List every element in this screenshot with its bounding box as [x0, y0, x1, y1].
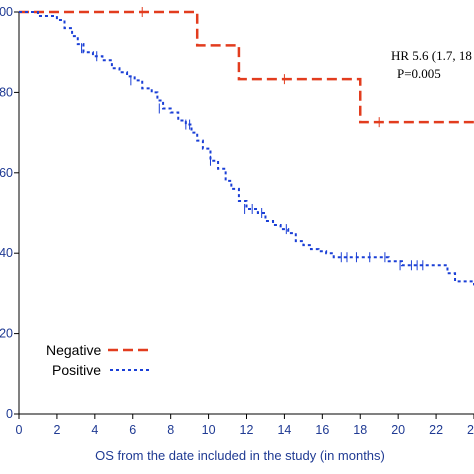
y-tick-labels: 0 20 40 60 80 100	[0, 5, 13, 421]
x-tick-label: 10	[202, 423, 216, 437]
x-tick-label: 12	[240, 423, 254, 437]
x-tick-label: 24	[467, 423, 474, 437]
y-tick-label: 40	[0, 246, 13, 260]
x-tick-label: 8	[167, 423, 174, 437]
x-tick-labels: 024681012141618202224	[16, 423, 474, 437]
series-lines	[19, 10, 474, 286]
x-tick-label: 14	[277, 423, 291, 437]
y-tick-label: 20	[0, 327, 13, 341]
series-line-negative	[19, 10, 474, 124]
y-tick-label: 60	[0, 166, 13, 180]
series-line-positive	[19, 11, 474, 286]
hr-annotation: HR 5.6 (1.7, 18	[391, 48, 472, 63]
legend-label-positive: Positive	[52, 362, 101, 378]
tick-marks	[14, 11, 474, 419]
p-value-annotation: P=0.005	[397, 66, 441, 81]
x-tick-label: 22	[429, 423, 443, 437]
x-tick-label: 18	[353, 423, 367, 437]
x-axis-title: OS from the date included in the study (…	[95, 448, 385, 463]
x-tick-label: 0	[16, 423, 23, 437]
legend: Negative Positive	[46, 342, 152, 378]
y-tick-label: 100	[0, 5, 13, 19]
x-tick-label: 16	[315, 423, 329, 437]
y-tick-label: 80	[0, 85, 13, 99]
legend-label-negative: Negative	[46, 342, 101, 358]
x-tick-label: 4	[91, 423, 98, 437]
x-tick-label: 20	[391, 423, 405, 437]
x-tick-label: 6	[129, 423, 136, 437]
censor-marks	[81, 7, 424, 271]
y-tick-label: 0	[6, 407, 13, 421]
x-tick-label: 2	[53, 423, 60, 437]
